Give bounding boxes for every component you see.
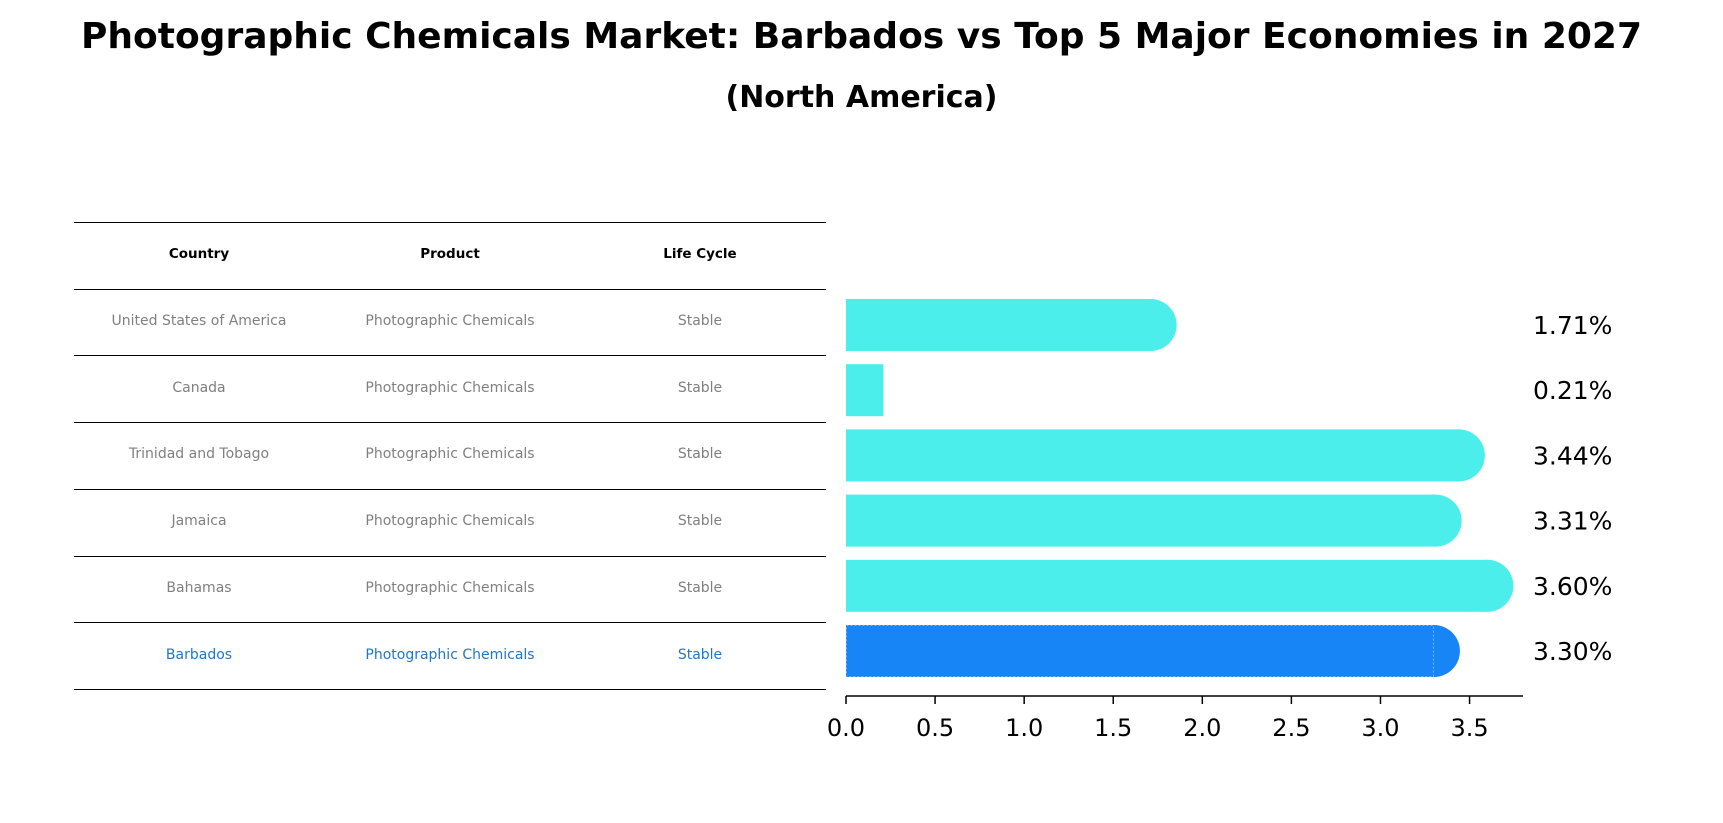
- x-tick-label: 1.5: [1094, 714, 1132, 742]
- bar-value-label: 3.31%: [1533, 507, 1612, 536]
- bar-value-label: 3.60%: [1533, 572, 1612, 601]
- x-tick-label: 2.5: [1272, 714, 1310, 742]
- bar-value-label: 3.30%: [1533, 637, 1612, 666]
- bar-value-label: 0.21%: [1533, 376, 1612, 405]
- table-cell: Photographic Chemicals: [365, 513, 535, 530]
- table-cell: Photographic Chemicals: [365, 579, 535, 596]
- table-cell: Stable: [677, 646, 723, 663]
- table-cell: Stable: [677, 579, 723, 596]
- table-cell: Photographic Chemicals: [365, 446, 535, 463]
- table-cell: Jamaica: [171, 513, 227, 530]
- table-cell: Stable: [677, 513, 723, 530]
- bar: [846, 364, 884, 417]
- bar: [846, 625, 1460, 677]
- bar: [846, 429, 1485, 482]
- table-cell: Bahamas: [166, 579, 232, 596]
- table-rule: [74, 222, 826, 223]
- table-header-cell: Life Cycle: [663, 246, 737, 263]
- table-cell: Photographic Chemicals: [365, 313, 535, 330]
- chart-subtitle: (North America): [725, 80, 998, 115]
- bar: [846, 299, 1177, 351]
- bar-value-label: 1.71%: [1533, 311, 1612, 340]
- table-cell: Barbados: [165, 646, 233, 663]
- x-tick-label: 3.0: [1361, 714, 1399, 742]
- table-rule: [74, 688, 826, 690]
- table-rule: [74, 488, 826, 490]
- table-cell: Photographic Chemicals: [365, 379, 535, 396]
- table-rule: [74, 422, 826, 424]
- table-cell: Stable: [677, 446, 723, 463]
- table-cell: Trinidad and Tobago: [128, 446, 270, 463]
- table-cell: Photographic Chemicals: [365, 646, 535, 663]
- x-tick-label: 2.0: [1183, 714, 1221, 742]
- x-tick-label: 0.5: [916, 714, 954, 742]
- bar: [846, 494, 1462, 547]
- table-rule: [74, 288, 826, 290]
- table-rule: [74, 622, 826, 624]
- table-cell: Canada: [172, 379, 226, 396]
- table-rule: [74, 355, 826, 357]
- x-tick-label: 3.5: [1450, 714, 1488, 742]
- bar-value-label: 3.44%: [1533, 441, 1612, 470]
- table-rule: [74, 555, 826, 557]
- table-cell: United States of America: [111, 313, 287, 330]
- table-cell: Stable: [677, 379, 723, 396]
- x-tick-label: 1.0: [1005, 714, 1043, 742]
- table-header-cell: Country: [168, 246, 230, 263]
- table-cell: Stable: [677, 313, 723, 330]
- chart-title: Photographic Chemicals Market: Barbados …: [80, 16, 1643, 57]
- table-header-cell: Product: [420, 246, 480, 263]
- bar: [846, 559, 1514, 612]
- x-tick-label: 0.0: [827, 714, 865, 742]
